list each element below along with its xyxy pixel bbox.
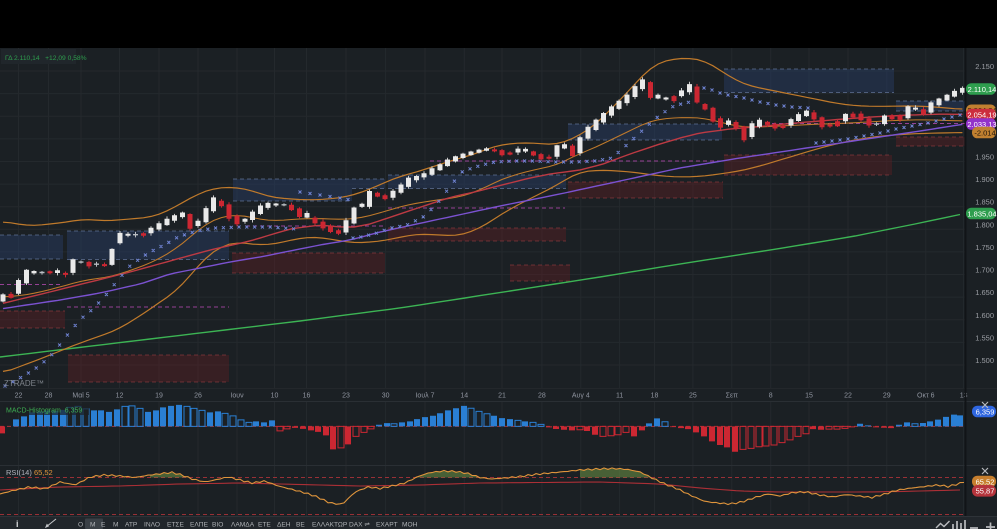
svg-text:MACD-Histogram 6,359: MACD-Histogram 6,359 [6,408,82,415]
svg-text:i: i [16,519,19,529]
svg-text:12: 12 [116,393,124,400]
svg-text:ΑΤΡ: ΑΤΡ [125,522,138,529]
svg-text:23: 23 [342,393,350,400]
svg-text:30: 30 [382,393,390,400]
svg-text:Αυγ 4: Αυγ 4 [572,393,590,400]
svg-text:ΕΤΕ: ΕΤΕ [258,522,271,529]
svg-text:22: 22 [844,393,852,400]
svg-text:ZTRADE™: ZTRADE™ [4,379,44,388]
svg-text:DAX ⇌: DAX ⇌ [349,522,370,529]
svg-text:1.750: 1.750 [975,243,994,252]
svg-text:16: 16 [303,393,311,400]
svg-text:ΒΕ: ΒΕ [296,522,305,529]
svg-text:55,87: 55,87 [976,487,995,496]
svg-text:28: 28 [45,393,53,400]
svg-text:21: 21 [498,393,506,400]
svg-text:ΕΤΣΕ: ΕΤΣΕ [167,522,185,529]
svg-text:ΕΧΑΡΤ: ΕΧΑΡΤ [376,522,398,529]
svg-text:14: 14 [460,393,468,400]
svg-text:1.500: 1.500 [975,356,994,365]
svg-text:2.054,19: 2.054,19 [967,110,996,119]
svg-text:Ε: Ε [101,522,106,529]
svg-text:RSI(14) 65,52: RSI(14) 65,52 [6,468,53,477]
svg-text:1.950: 1.950 [975,153,994,162]
svg-text:25: 25 [689,393,697,400]
svg-text:1.550: 1.550 [975,333,994,342]
svg-text:26: 26 [194,393,202,400]
svg-text:Οκτ 6: Οκτ 6 [917,393,935,400]
svg-text:22: 22 [15,393,23,400]
svg-text:ΓΔ 2.110,14 +12,09 0,58%: ΓΔ 2.110,14 +12,09 0,58% [5,55,87,62]
svg-text:2.033,13: 2.033,13 [967,120,996,129]
svg-text:ΙΝΛΟ: ΙΝΛΟ [144,522,160,529]
svg-text:ΛΑΜΔΑ: ΛΑΜΔΑ [231,522,255,529]
svg-text:Ο: Ο [78,522,83,529]
svg-text:1.600: 1.600 [975,311,994,320]
svg-text:28: 28 [538,393,546,400]
svg-text:Σεπ: Σεπ [726,393,738,400]
svg-text:Μ: Μ [90,522,96,529]
svg-text:2.110,14: 2.110,14 [968,85,997,94]
svg-text:ΕΛΛΑΚΤΩΡ: ΕΛΛΑΚΤΩΡ [312,522,348,529]
svg-text:Ιουλ 7: Ιουλ 7 [415,393,434,400]
svg-text:1.900: 1.900 [975,175,994,184]
svg-text:-2.014: -2.014 [974,128,995,137]
svg-text:1.850: 1.850 [975,198,994,207]
svg-text:18: 18 [651,393,659,400]
svg-text:1.650: 1.650 [975,288,994,297]
svg-text:6,359: 6,359 [976,407,995,416]
svg-text:8: 8 [769,393,773,400]
svg-text:13: 13 [960,393,968,400]
svg-text:Ιουν: Ιουν [230,393,244,400]
svg-text:ΒΙΟ: ΒΙΟ [212,522,223,529]
svg-text:1.835,04: 1.835,04 [967,209,996,218]
svg-text:1.700: 1.700 [975,266,994,275]
svg-text:15: 15 [805,393,813,400]
svg-text:ΕΛΠΕ: ΕΛΠΕ [190,522,209,529]
svg-text:Μ: Μ [113,522,119,529]
svg-text:19: 19 [155,393,163,400]
svg-text:10: 10 [271,393,279,400]
svg-text:11: 11 [616,393,623,400]
svg-text:1.800: 1.800 [975,220,994,229]
svg-text:Μαϊ 5: Μαϊ 5 [72,393,89,400]
svg-text:2.150: 2.150 [975,62,994,71]
svg-text:ΔΕΗ: ΔΕΗ [277,522,291,529]
svg-text:ΜΟΗ: ΜΟΗ [402,522,418,529]
svg-text:65,52: 65,52 [976,477,995,486]
svg-text:29: 29 [883,393,891,400]
